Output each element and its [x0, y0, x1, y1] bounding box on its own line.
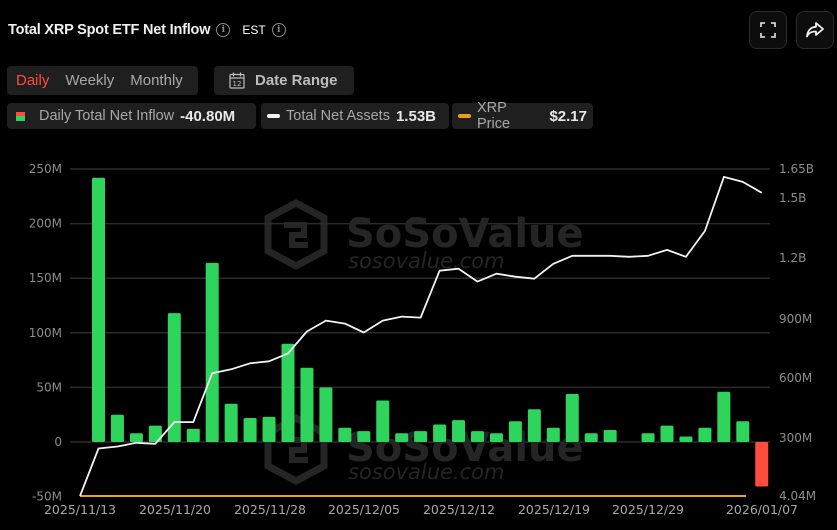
tab-daily[interactable]: Daily: [16, 72, 50, 89]
fullscreen-button[interactable]: [749, 11, 787, 49]
svg-text:4.04M: 4.04M: [779, 489, 816, 503]
svg-text:1.65B: 1.65B: [779, 162, 814, 176]
inflow-bar[interactable]: [717, 391, 731, 442]
inflow-bar[interactable]: [452, 420, 466, 442]
grid-lines: [70, 168, 770, 443]
y-tick-label: -50M: [32, 490, 62, 504]
inflow-bar[interactable]: [205, 262, 219, 442]
fullscreen-icon: [760, 22, 776, 38]
legend-daily-net-inflow[interactable]: Daily Total Net Inflow -40.80M: [7, 103, 256, 129]
inflow-bar[interactable]: [489, 433, 503, 442]
svg-text:2025/12/29: 2025/12/29: [612, 502, 684, 517]
svg-text:2025/11/20: 2025/11/20: [139, 502, 211, 517]
svg-text:2025/12/05: 2025/12/05: [328, 502, 400, 517]
inflow-bar[interactable]: [376, 400, 390, 442]
svg-text:1.2B: 1.2B: [779, 251, 806, 265]
inflow-bar[interactable]: [508, 421, 522, 442]
timezone-label: EST: [242, 23, 266, 37]
svg-text:1.5B: 1.5B: [779, 191, 806, 205]
line-swatch-icon: [458, 114, 471, 118]
x-axis: 2025/11/13 2025/11/20 2025/11/28 2025/12/05…: [44, 502, 798, 517]
tab-monthly[interactable]: Monthly: [130, 72, 183, 89]
inflow-bar[interactable]: [414, 431, 428, 442]
inflow-bar[interactable]: [736, 421, 750, 442]
inflow-bar[interactable]: [167, 313, 181, 442]
inflow-bar[interactable]: [186, 428, 200, 442]
y-axis-right: 1.65B 1.5B 1.2B 900M 600M 300M 4.04M: [779, 162, 816, 503]
inflow-bar[interactable]: [660, 425, 674, 442]
inflow-bar[interactable]: [338, 427, 352, 442]
inflow-bars[interactable]: [92, 177, 769, 487]
y-axis-left: 250M 200M 150M 100M 50M 0 -50M: [29, 162, 62, 504]
date-range-button[interactable]: 12 Date Range: [214, 66, 354, 95]
svg-text:600M: 600M: [779, 371, 812, 385]
y-tick-label: 50M: [36, 380, 62, 394]
inflow-bar[interactable]: [641, 433, 655, 442]
svg-text:2025/12/12: 2025/12/12: [423, 502, 495, 517]
svg-text:2025/11/28: 2025/11/28: [234, 502, 306, 517]
inflow-bar[interactable]: [698, 427, 712, 442]
y-tick-label: 150M: [29, 271, 62, 285]
legend-value: $2.17: [549, 107, 587, 125]
svg-text:sosovalue.com: sosovalue.com: [348, 460, 504, 484]
svg-text:12: 12: [233, 80, 242, 88]
inflow-bar[interactable]: [129, 433, 143, 442]
inflow-bar[interactable]: [281, 343, 295, 442]
inflow-bar[interactable]: [679, 436, 693, 442]
svg-text:2025/11/13: 2025/11/13: [44, 502, 116, 517]
inflow-bar[interactable]: [224, 403, 238, 442]
legend-xrp-price[interactable]: XRP Price $2.17: [452, 100, 593, 132]
svg-text:300M: 300M: [779, 431, 812, 445]
inflow-bar[interactable]: [300, 367, 314, 442]
bar-swatch-icon: [16, 111, 25, 121]
inflow-bar[interactable]: [148, 425, 162, 442]
inflow-bar[interactable]: [357, 431, 371, 442]
line-swatch-icon: [267, 114, 280, 118]
legend-value: 1.53B: [395, 107, 436, 125]
svg-text:2026/01/07: 2026/01/07: [726, 502, 798, 517]
share-icon: [806, 22, 824, 38]
inflow-bar[interactable]: [546, 427, 560, 442]
y-tick-label: 200M: [29, 217, 62, 231]
tab-weekly[interactable]: Weekly: [65, 72, 115, 89]
inflow-bar[interactable]: [395, 433, 409, 442]
svg-text:SoSoValue: SoSoValue: [346, 211, 584, 257]
inflow-bar[interactable]: [262, 416, 276, 442]
y-tick-label: 250M: [29, 162, 62, 176]
total-net-assets-line[interactable]: [79, 175, 763, 497]
inflow-bar[interactable]: [110, 414, 124, 442]
info-icon[interactable]: i: [216, 23, 231, 37]
y-tick-label: 0: [54, 435, 62, 449]
chart-title: Total XRP Spot ETF Net Inflow: [8, 22, 211, 38]
share-button[interactable]: [796, 11, 834, 49]
chart-header: Total XRP Spot ETF Net Inflow i EST i: [8, 19, 286, 41]
svg-text:2025/12/19: 2025/12/19: [518, 502, 590, 517]
period-tabs: Daily Weekly Monthly: [7, 66, 198, 95]
legend-total-net-assets[interactable]: Total Net Assets 1.53B: [261, 103, 449, 129]
inflow-bar[interactable]: [471, 431, 484, 442]
legend-label: Daily Total Net Inflow: [39, 108, 175, 124]
svg-text:sosovalue.com: sosovalue.com: [348, 249, 504, 273]
inflow-bar[interactable]: [319, 387, 333, 442]
chart-area[interactable]: SoSoValue sosovalue.com SoSoValue sosova…: [0, 150, 837, 530]
inflow-bar[interactable]: [243, 417, 257, 442]
y-tick-label: 100M: [29, 326, 62, 340]
legend-value: -40.80M: [180, 107, 236, 125]
legend-label: Total Net Assets: [286, 108, 390, 124]
calendar-icon: 12: [229, 72, 245, 89]
inflow-bar[interactable]: [92, 177, 105, 442]
inflow-bar[interactable]: [433, 424, 447, 442]
inflow-bar[interactable]: [603, 429, 617, 442]
inflow-bar[interactable]: [565, 393, 579, 442]
date-range-label: Date Range: [255, 72, 338, 89]
inflow-bar[interactable]: [584, 433, 598, 442]
legend-label: XRP Price: [476, 100, 511, 132]
svg-text:900M: 900M: [779, 312, 812, 326]
timezone-info-icon[interactable]: i: [271, 23, 286, 37]
inflow-bar[interactable]: [755, 442, 769, 487]
inflow-bar[interactable]: [527, 409, 541, 442]
